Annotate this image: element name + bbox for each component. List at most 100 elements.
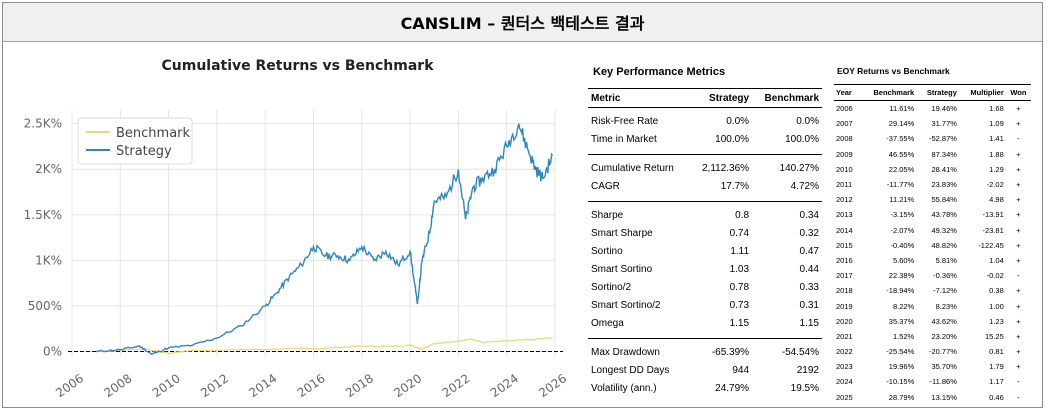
x-tick-label: 2014 bbox=[246, 371, 279, 400]
eoy-won: + bbox=[1016, 331, 1021, 341]
eoy-row: 2024 -10.15% -11.86% 1.17 - bbox=[834, 374, 1031, 389]
metric-name: Sortino bbox=[591, 245, 623, 257]
eoy-year: 2009 bbox=[836, 149, 853, 159]
metric-benchmark-value: 19.5% bbox=[790, 382, 819, 394]
eoy-row: 2011 -11.77% 23.83% -2.02 + bbox=[834, 177, 1031, 192]
key-metrics-table: Metric Strategy Benchmark Risk-Free Rate… bbox=[588, 88, 822, 397]
benchmark-line bbox=[96, 337, 553, 355]
x-tick-label: 2010 bbox=[150, 371, 183, 400]
metric-benchmark-value: 0.33 bbox=[799, 281, 819, 293]
metric-benchmark-value: 4.72% bbox=[790, 180, 819, 192]
eoy-multiplier: -122.45 bbox=[978, 240, 1004, 250]
eoy-row: 2014 -2.07% 49.32% -23.81 + bbox=[834, 223, 1031, 238]
eoy-row: 2012 11.21% 55.84% 4.98 + bbox=[834, 192, 1031, 207]
eoy-year: 2025 bbox=[836, 392, 853, 402]
legend-box bbox=[77, 117, 193, 165]
eoy-year: 2011 bbox=[836, 180, 853, 190]
eoy-won: + bbox=[1016, 347, 1021, 357]
eoy-benchmark: 29.14% bbox=[888, 119, 915, 129]
eoy-won: + bbox=[1016, 301, 1021, 311]
eoy-won: - bbox=[1017, 392, 1020, 402]
eoy-row: 2023 19.96% 35.70% 1.79 + bbox=[834, 359, 1031, 374]
eoy-benchmark: -2.07% bbox=[890, 225, 915, 235]
eoy-year: 2021 bbox=[836, 331, 853, 341]
eoy-benchmark: 22.05% bbox=[888, 164, 915, 174]
metric-strategy-value: 1.03 bbox=[729, 263, 750, 275]
eoy-year: 2015 bbox=[836, 240, 853, 250]
metric-strategy-value: 0.73 bbox=[729, 299, 750, 311]
eoy-benchmark: 8.22% bbox=[892, 301, 915, 311]
metric-benchmark-value: 100.0% bbox=[785, 133, 819, 145]
eoy-multiplier: 0.81 bbox=[989, 347, 1004, 357]
eoy-year: 2024 bbox=[836, 377, 853, 387]
eoy-year: 2016 bbox=[836, 255, 853, 265]
legend-strategy-label: Strategy bbox=[116, 144, 172, 159]
metric-strategy-value: 0.8 bbox=[735, 209, 750, 221]
eoy-year: 2013 bbox=[836, 210, 853, 220]
key-metrics-title: Key Performance Metrics bbox=[593, 66, 726, 78]
metric-benchmark-value: -54.54% bbox=[781, 346, 819, 358]
eoy-benchmark: -37.55% bbox=[886, 134, 915, 144]
eoy-benchmark: -3.15% bbox=[890, 210, 915, 220]
metric-row: Smart Sortino/2 0.73 0.31 bbox=[588, 296, 822, 314]
eoy-row: 2025 28.79% 13.15% 0.46 - bbox=[834, 390, 1031, 405]
x-tick-label: 2018 bbox=[343, 371, 376, 400]
eoy-strategy: 43.62% bbox=[931, 316, 957, 326]
eoy-strategy: 49.32% bbox=[931, 225, 957, 235]
header-benchmark: Benchmark bbox=[752, 88, 822, 108]
metric-strategy-value: 0.74 bbox=[729, 227, 750, 239]
eoy-strategy: 13.15% bbox=[931, 392, 957, 402]
eoy-strategy: -7.12% bbox=[933, 286, 957, 296]
metric-name: Omega bbox=[591, 317, 624, 329]
eoy-benchmark: 22.38% bbox=[888, 271, 915, 281]
eoy-multiplier: 1.79 bbox=[989, 362, 1004, 372]
eoy-strategy: 23.83% bbox=[931, 180, 957, 190]
x-tick-label: 2024 bbox=[488, 371, 521, 400]
eoy-won: - bbox=[1017, 377, 1020, 387]
eoy-multiplier: 1.68 bbox=[989, 104, 1004, 114]
eoy-title: EOY Returns vs Benchmark bbox=[837, 66, 950, 76]
header-metric: Metric bbox=[588, 88, 691, 108]
metric-row: Longest DD Days 944 2192 bbox=[588, 361, 822, 379]
eoy-row: 2017 22.38% -0.36% -0.02 - bbox=[834, 268, 1031, 283]
eoy-row: 2020 35.37% 43.62% 1.23 + bbox=[834, 314, 1031, 329]
metric-name: Volatility (ann.) bbox=[591, 382, 657, 394]
metric-benchmark-value: 0.32 bbox=[799, 227, 819, 239]
eoy-strategy: 55.84% bbox=[931, 195, 957, 205]
eoy-year: 2019 bbox=[836, 301, 853, 311]
eoy-year: 2023 bbox=[836, 362, 853, 372]
eoy-multiplier: 1.00 bbox=[989, 301, 1004, 311]
eoy-multiplier: 1.41 bbox=[989, 134, 1004, 144]
eoy-multiplier: -0.02 bbox=[986, 271, 1004, 281]
eoy-year: 2022 bbox=[836, 347, 853, 357]
x-tick-label: 2008 bbox=[101, 371, 134, 400]
metric-row: Sharpe 0.8 0.34 bbox=[588, 206, 822, 224]
eoy-won: + bbox=[1016, 362, 1021, 372]
metric-name: Max Drawdown bbox=[591, 346, 660, 358]
metrics-group-separator bbox=[588, 195, 822, 202]
eoy-benchmark: 11.61% bbox=[889, 104, 915, 114]
key-metrics-body: Risk-Free Rate 0.0% 0.0% Time in Market 100.… bbox=[588, 108, 822, 398]
eoy-multiplier: 1.29 bbox=[989, 164, 1004, 174]
title-bar: CANSLIM – 퀀터스 백테스트 결과 bbox=[3, 3, 1042, 42]
metric-row: Smart Sortino 1.03 0.44 bbox=[588, 260, 822, 278]
key-metrics-panel: Key Performance Metrics Metric Strategy … bbox=[588, 66, 822, 397]
eoy-benchmark: 28.79% bbox=[888, 392, 915, 402]
metric-name: Sortino/2 bbox=[591, 281, 632, 293]
metric-name: Smart Sortino/2 bbox=[591, 299, 661, 311]
eoy-strategy: -0.36% bbox=[933, 271, 957, 281]
eoy-benchmark: -25.54% bbox=[886, 347, 915, 357]
metric-benchmark-value: 0.34 bbox=[799, 209, 819, 221]
metric-row: Omega 1.15 1.15 bbox=[588, 314, 822, 332]
metric-name: Longest DD Days bbox=[591, 364, 670, 376]
metric-strategy-value: 0.0% bbox=[726, 115, 750, 127]
eoy-benchmark: -18.94% bbox=[886, 286, 915, 296]
eoy-strategy: 23.20% bbox=[931, 331, 957, 341]
eoy-won: - bbox=[1017, 271, 1020, 281]
eoy-strategy: 87.34% bbox=[931, 149, 957, 159]
eoy-row: 2015 -0.40% 48.82% -122.45 + bbox=[834, 238, 1031, 253]
eoy-strategy: 48.82% bbox=[931, 240, 957, 250]
eoy-benchmark: -10.15% bbox=[886, 377, 915, 387]
eoy-won: + bbox=[1016, 119, 1021, 129]
metric-benchmark-value: 0.47 bbox=[799, 245, 819, 257]
